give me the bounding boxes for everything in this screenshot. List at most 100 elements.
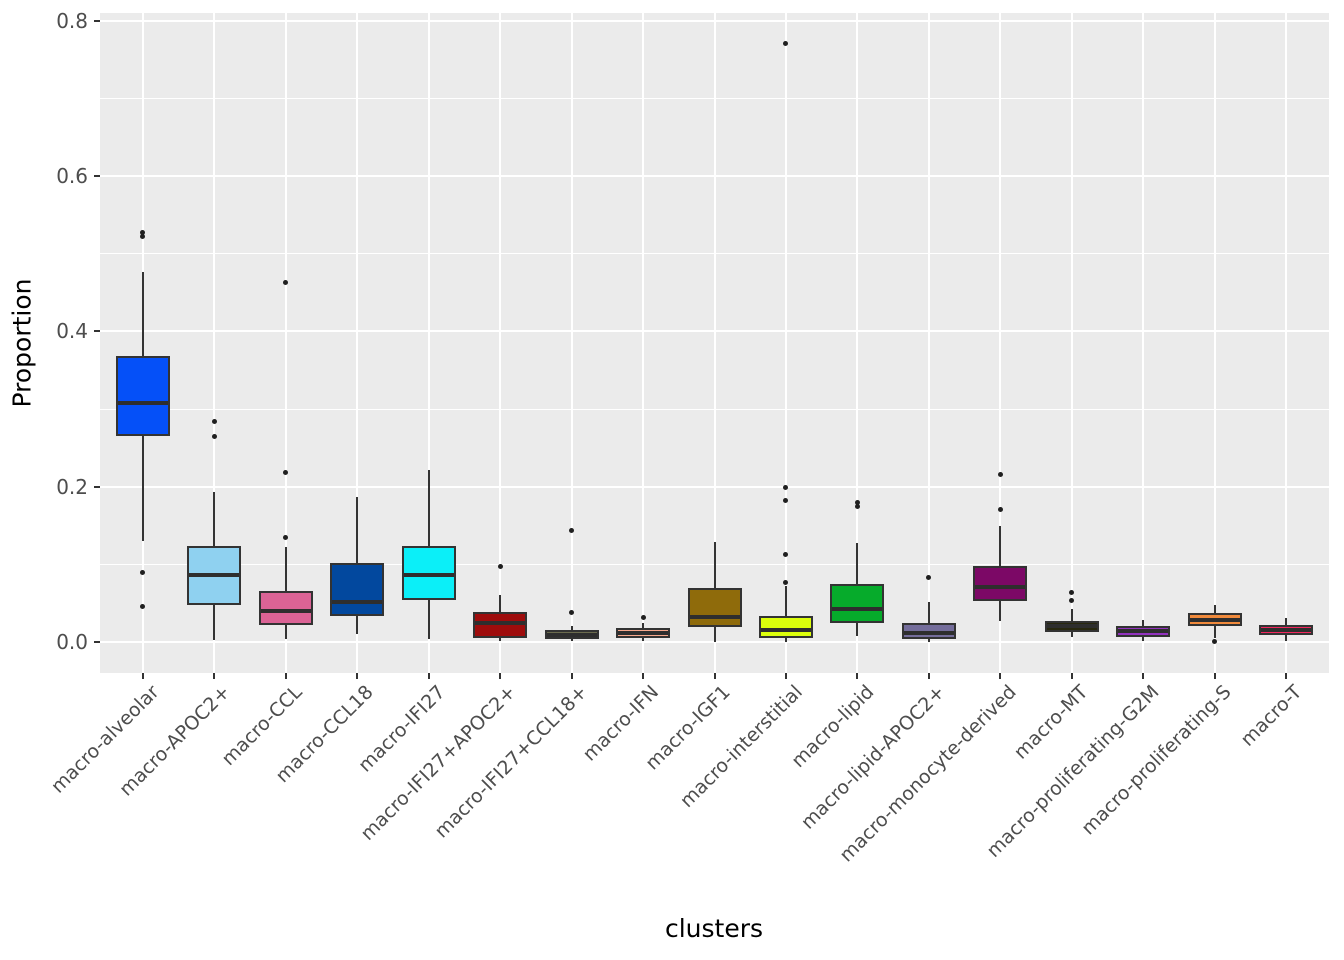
y-tick-mark xyxy=(94,640,100,643)
outlier-point xyxy=(140,230,146,236)
whisker-upper xyxy=(1213,605,1216,614)
median-line xyxy=(189,573,240,578)
outlier-point xyxy=(640,614,646,620)
whisker-lower xyxy=(1213,626,1216,639)
median-line xyxy=(1189,618,1240,623)
outlier-point xyxy=(211,434,217,440)
outlier-point xyxy=(783,484,789,490)
outlier-point xyxy=(1212,639,1218,645)
whisker-lower xyxy=(856,622,859,637)
y-axis-label: 0.2 xyxy=(56,474,88,499)
x-tick-mark xyxy=(213,673,216,679)
box-iqr xyxy=(687,587,742,628)
whisker-lower xyxy=(713,627,716,642)
whisker-upper xyxy=(999,526,1002,566)
whisker-lower xyxy=(927,638,930,642)
outlier-point xyxy=(854,504,860,510)
gridline-major-v xyxy=(284,13,287,673)
outlier-point xyxy=(854,499,860,505)
whisker-upper xyxy=(1285,617,1288,625)
whisker-upper xyxy=(141,271,144,357)
outlier-point xyxy=(140,603,146,609)
outlier-point xyxy=(997,471,1003,477)
outlier-point xyxy=(283,279,289,285)
outlier-point xyxy=(283,470,289,476)
whisker-upper xyxy=(713,541,716,588)
gridline-major-v xyxy=(642,13,645,673)
median-line xyxy=(1118,629,1169,634)
whisker-lower xyxy=(570,638,573,642)
whisker-upper xyxy=(1070,609,1073,621)
median-line xyxy=(975,584,1026,589)
whisker-lower xyxy=(284,624,287,639)
gridline-major-v xyxy=(784,13,787,673)
y-axis-title: Proportion xyxy=(7,278,37,408)
x-tick-mark xyxy=(1285,673,1288,679)
y-axis-label: 0.4 xyxy=(56,319,88,344)
outlier-point xyxy=(783,498,789,504)
whisker-upper xyxy=(856,543,859,585)
whisker-lower xyxy=(356,616,359,635)
outlier-point xyxy=(926,574,932,580)
gridline-major-v xyxy=(427,13,430,673)
whisker-lower xyxy=(1070,631,1073,638)
outlier-point xyxy=(497,564,503,570)
whisker-lower xyxy=(1285,634,1288,642)
outlier-point xyxy=(211,418,217,424)
whisker-upper xyxy=(927,601,930,623)
box-iqr xyxy=(830,584,885,623)
x-tick-mark xyxy=(427,673,430,679)
box-iqr xyxy=(330,562,385,617)
outlier-point xyxy=(783,579,789,585)
median-line xyxy=(618,631,669,636)
gridline-major-v xyxy=(856,13,859,673)
gridline-major-v xyxy=(999,13,1002,673)
median-line xyxy=(117,400,168,405)
whisker-lower xyxy=(213,604,216,641)
gridline-major-v xyxy=(499,13,502,673)
y-tick-mark xyxy=(94,19,100,22)
gridline-major-v xyxy=(570,13,573,673)
box-iqr xyxy=(115,356,170,437)
median-line xyxy=(403,573,454,578)
median-line xyxy=(832,607,883,612)
x-tick-mark xyxy=(1142,673,1145,679)
outlier-point xyxy=(1069,597,1075,603)
plot-panel xyxy=(100,13,1329,673)
median-line xyxy=(260,608,311,613)
outlier-point xyxy=(783,552,789,558)
y-axis-label: 0.6 xyxy=(56,164,88,189)
median-line xyxy=(903,630,954,635)
x-axis-label: macro-proliferating-S xyxy=(1076,681,1236,840)
whisker-lower xyxy=(1142,636,1145,642)
x-tick-mark xyxy=(713,673,716,679)
whisker-upper xyxy=(1142,620,1145,627)
y-tick-mark xyxy=(94,175,100,178)
outlier-point xyxy=(997,506,1003,512)
outlier-point xyxy=(140,570,146,576)
gridline-major-v xyxy=(1070,13,1073,673)
box-iqr xyxy=(258,590,313,625)
x-tick-mark xyxy=(642,673,645,679)
median-line xyxy=(1261,628,1312,633)
x-tick-mark xyxy=(927,673,930,679)
y-axis-label: 0.8 xyxy=(56,8,88,33)
box-iqr xyxy=(758,616,813,639)
median-line xyxy=(332,599,383,604)
whisker-upper xyxy=(570,625,573,631)
median-line xyxy=(760,627,811,632)
gridline-major-v xyxy=(927,13,930,673)
whisker-lower xyxy=(427,600,430,639)
whisker-lower xyxy=(642,638,645,642)
x-tick-mark xyxy=(1070,673,1073,679)
median-line xyxy=(546,632,597,637)
x-tick-mark xyxy=(356,673,359,679)
x-tick-mark xyxy=(141,673,144,679)
median-line xyxy=(1046,624,1097,629)
x-tick-mark xyxy=(570,673,573,679)
whisker-upper xyxy=(499,594,502,612)
x-axis-label: macro-interstitial xyxy=(675,681,807,813)
whisker-upper xyxy=(784,586,787,617)
whisker-upper xyxy=(427,469,430,547)
